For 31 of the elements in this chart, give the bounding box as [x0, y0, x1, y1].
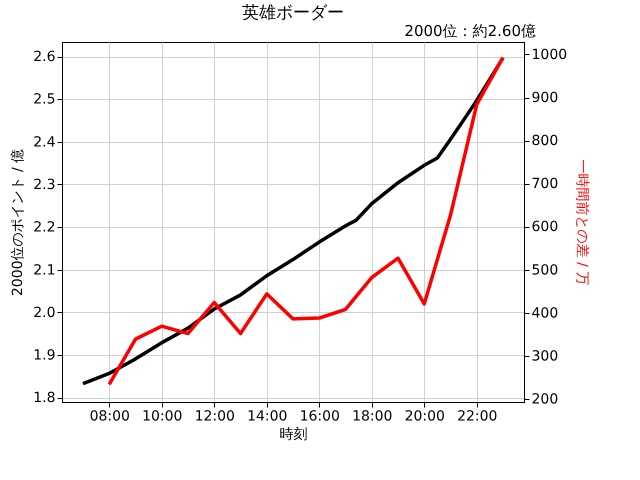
- x-tick-label: 20:00: [404, 408, 445, 424]
- y2-tick-label: 200: [532, 391, 558, 408]
- y2-tick-label: 1000: [532, 46, 568, 63]
- x-tick-label: 12:00: [194, 408, 235, 424]
- x-tick-label: 18:00: [352, 408, 392, 424]
- text: 2000位：約2.60億: [404, 22, 536, 40]
- x-tick-label: 16:00: [300, 408, 340, 424]
- x-tick-label: 22:00: [457, 408, 498, 424]
- x-tick-label: 10:00: [142, 408, 182, 424]
- y-tick-label: 2.2: [33, 220, 56, 236]
- y-tick-label: 2.1: [33, 262, 56, 278]
- y2-axis-title: 一時間前との差 / 万: [574, 160, 590, 286]
- x-axis-title: 時刻: [280, 426, 308, 442]
- x-tick-label: 08:00: [90, 408, 130, 424]
- y-axis-title: 2000位のポイント / 億: [10, 148, 26, 296]
- y-tick-label: 2.0: [33, 304, 56, 321]
- y2-tick-label: 700: [532, 176, 558, 192]
- y-tick-label: 2.6: [33, 49, 56, 65]
- y2-tick-label: 400: [532, 305, 558, 322]
- y-tick-label: 1.8: [33, 390, 56, 406]
- x-tick-label: 14:00: [247, 408, 288, 424]
- y-tick-label: 2.4: [33, 134, 56, 150]
- chart-title: 英雄ボーダー: [242, 3, 344, 23]
- y-tick-label: 2.3: [33, 176, 56, 193]
- y2-tick-label: 300: [532, 348, 558, 364]
- y2-tick-label: 900: [532, 90, 558, 106]
- y-tick-label: 1.9: [33, 348, 56, 364]
- y2-tick-label: 800: [532, 133, 558, 150]
- y2-tick-label: 600: [532, 219, 558, 236]
- y-tick-label: 2.5: [33, 92, 56, 108]
- y2-tick-label: 500: [532, 262, 558, 278]
